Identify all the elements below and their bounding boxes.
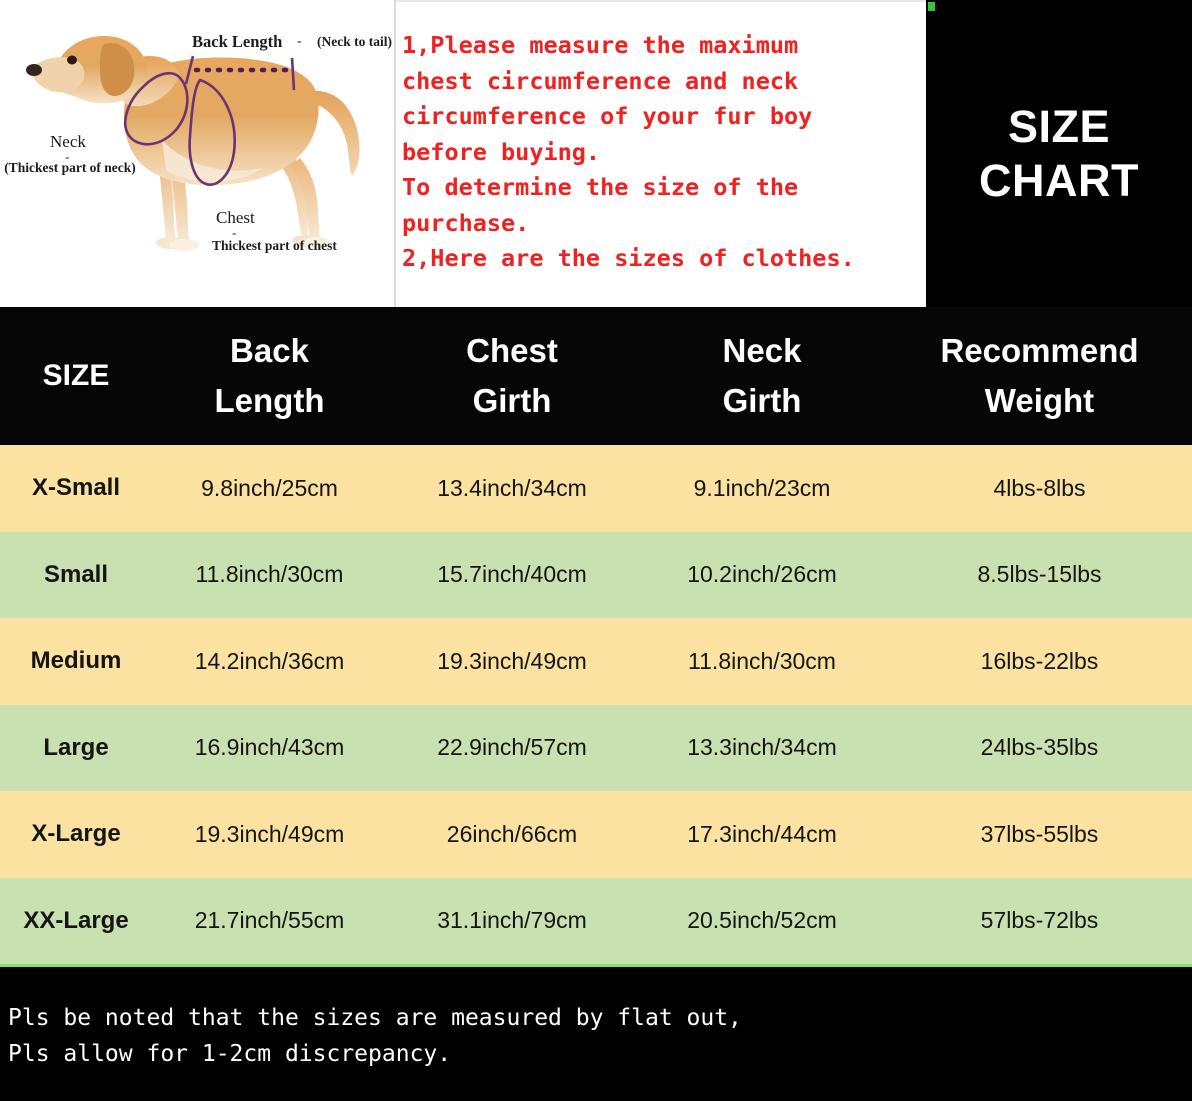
cell-size: Large bbox=[0, 704, 152, 791]
instruction-line-6: purchase. bbox=[402, 208, 530, 237]
cell-neck-girth: 9.1inch/23cm bbox=[637, 445, 887, 532]
cell-neck-girth: 20.5inch/52cm bbox=[637, 877, 887, 964]
instruction-line-1: 1,Please measure the maximum bbox=[402, 31, 799, 59]
column-header-back-length-top: Back bbox=[230, 332, 309, 369]
size-chart-title-block: SIZE CHART bbox=[926, 0, 1192, 307]
column-header-back-length: Back Length bbox=[152, 307, 387, 445]
dog-measurement-diagram: Back Length - (Neck to tail) Neck - (Thi… bbox=[0, 0, 396, 307]
dog-tail bbox=[300, 90, 360, 176]
table-row: Medium 14.2inch/36cm 19.3inch/49cm 11.8i… bbox=[0, 618, 1192, 705]
dog-ear bbox=[100, 43, 135, 97]
chest-label: Chest bbox=[216, 208, 255, 227]
cell-back-length: 9.8inch/25cm bbox=[152, 445, 387, 532]
table-row: Small 11.8inch/30cm 15.7inch/40cm 10.2in… bbox=[0, 531, 1192, 618]
column-header-chest-girth-top: Chest bbox=[466, 332, 558, 369]
page-title: SIZE CHART bbox=[979, 100, 1139, 208]
cell-size: X-Large bbox=[0, 791, 152, 878]
cell-recommend-weight: 16lbs-22lbs bbox=[887, 618, 1192, 705]
measuring-instructions: 1,Please measure the maximum chest circu… bbox=[396, 0, 926, 307]
column-header-size-text: SIZE bbox=[42, 359, 110, 392]
chest-girth-ellipse bbox=[188, 78, 236, 186]
cell-recommend-weight: 24lbs-35lbs bbox=[887, 704, 1192, 791]
title-line-1: SIZE bbox=[1007, 100, 1110, 152]
chest-dash: - bbox=[232, 225, 237, 240]
cell-recommend-weight: 4lbs-8lbs bbox=[887, 445, 1192, 532]
cell-chest-girth: 19.3inch/49cm bbox=[387, 618, 637, 705]
instruction-line-3: circumference of your fur boy bbox=[402, 102, 813, 130]
footer-line-2: Pls allow for 1-2cm discrepancy. bbox=[8, 1041, 452, 1067]
cell-back-length: 19.3inch/49cm bbox=[152, 791, 387, 878]
dog-eye bbox=[67, 55, 77, 65]
instruction-line-7: 2,Here are the sizes of clothes. bbox=[402, 244, 855, 272]
cell-neck-girth: 17.3inch/44cm bbox=[637, 791, 887, 878]
column-header-chest-girth: Chest Girth bbox=[387, 307, 637, 445]
footer-note: Pls be noted that the sizes are measured… bbox=[0, 964, 1192, 1101]
cell-size: Medium bbox=[0, 618, 152, 705]
column-header-size: SIZE bbox=[0, 307, 152, 445]
footer-line-1: Pls be noted that the sizes are measured… bbox=[8, 1005, 742, 1031]
neck-dash: - bbox=[65, 149, 70, 164]
column-header-recommend-weight-top: Recommend bbox=[940, 332, 1139, 369]
column-header-neck-girth: Neck Girth bbox=[637, 307, 887, 445]
dog-underside bbox=[162, 140, 262, 182]
cell-recommend-weight: 37lbs-55lbs bbox=[887, 791, 1192, 878]
cell-size: X-Small bbox=[0, 445, 152, 532]
column-header-neck-girth-bottom: Girth bbox=[722, 382, 802, 419]
back-length-note: (Neck to tail) bbox=[317, 34, 392, 49]
table-row: X-Small 9.8inch/25cm 13.4inch/34cm 9.1in… bbox=[0, 445, 1192, 532]
dog-paw-hind-near bbox=[302, 237, 330, 249]
cell-neck-girth: 11.8inch/30cm bbox=[637, 618, 887, 705]
cell-neck-girth: 13.3inch/34cm bbox=[637, 704, 887, 791]
back-length-end-bar bbox=[290, 57, 296, 91]
cell-chest-girth: 22.9inch/57cm bbox=[387, 704, 637, 791]
cell-recommend-weight: 57lbs-72lbs bbox=[887, 877, 1192, 964]
cell-chest-girth: 31.1inch/79cm bbox=[387, 877, 637, 964]
cell-chest-girth: 15.7inch/40cm bbox=[387, 531, 637, 618]
cell-size: XX-Large bbox=[0, 877, 152, 964]
column-header-back-length-bottom: Length bbox=[214, 382, 325, 419]
cell-chest-girth: 13.4inch/34cm bbox=[387, 445, 637, 532]
column-header-chest-girth-bottom: Girth bbox=[472, 382, 552, 419]
table-header-row: SIZE Back Length Chest Girth Neck Girth Rec… bbox=[0, 307, 1192, 445]
title-line-2: CHART bbox=[979, 154, 1139, 206]
dog-muzzle bbox=[31, 57, 85, 93]
size-table: SIZE Back Length Chest Girth Neck Girth Rec… bbox=[0, 307, 1192, 964]
cell-neck-girth: 10.2inch/26cm bbox=[637, 531, 887, 618]
neck-label: Neck bbox=[50, 132, 86, 151]
dog-diagram-svg bbox=[26, 36, 360, 251]
cell-back-length: 14.2inch/36cm bbox=[152, 618, 387, 705]
cell-back-length: 11.8inch/30cm bbox=[152, 531, 387, 618]
cell-back-length: 16.9inch/43cm bbox=[152, 704, 387, 791]
cell-size: Small bbox=[0, 531, 152, 618]
dog-paw-front-near bbox=[169, 239, 199, 251]
dog-hind-leg-near bbox=[290, 158, 320, 242]
dog-nose bbox=[26, 64, 42, 76]
table-row: Large 16.9inch/43cm 22.9inch/57cm 13.3in… bbox=[0, 704, 1192, 791]
dog-front-leg-far bbox=[158, 156, 176, 241]
table-row: X-Large 19.3inch/49cm 26inch/66cm 17.3in… bbox=[0, 791, 1192, 878]
back-length-label: Back Length bbox=[192, 32, 283, 51]
instruction-line-4: before buying. bbox=[402, 137, 601, 166]
size-table-wrapper: SIZE Back Length Chest Girth Neck Girth Rec… bbox=[0, 307, 1192, 964]
instruction-line-5: To determine the size of the bbox=[402, 173, 799, 201]
instruction-line-2: chest circumference and neck bbox=[402, 66, 799, 95]
neck-note: (Thickest part of neck) bbox=[4, 160, 136, 175]
size-table-head: SIZE Back Length Chest Girth Neck Girth Rec… bbox=[0, 307, 1192, 445]
cell-recommend-weight: 8.5lbs-15lbs bbox=[887, 531, 1192, 618]
table-row: XX-Large 21.7inch/55cm 31.1inch/79cm 20.… bbox=[0, 877, 1192, 964]
cell-back-length: 21.7inch/55cm bbox=[152, 877, 387, 964]
back-length-start-bar bbox=[184, 55, 195, 85]
column-header-recommend-weight: Recommend Weight bbox=[887, 307, 1192, 445]
top-band: Back Length - (Neck to tail) Neck - (Thi… bbox=[0, 0, 1192, 307]
chest-note: Thickest part of chest bbox=[212, 238, 337, 253]
cell-chest-girth: 26inch/66cm bbox=[387, 791, 637, 878]
neck-girth-ellipse bbox=[124, 72, 189, 146]
back-length-dash: - bbox=[297, 34, 302, 49]
column-header-recommend-weight-bottom: Weight bbox=[984, 382, 1095, 419]
green-corner-marker bbox=[928, 2, 935, 11]
column-header-neck-girth-top: Neck bbox=[722, 332, 802, 369]
size-table-body: X-Small 9.8inch/25cm 13.4inch/34cm 9.1in… bbox=[0, 445, 1192, 964]
